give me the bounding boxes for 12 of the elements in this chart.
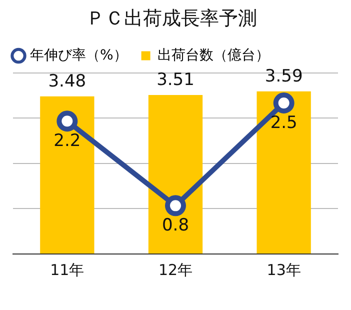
data-label: 0.8	[162, 216, 190, 236]
data-label: 3.48	[48, 71, 86, 92]
x-tick-label: 11年	[50, 260, 84, 279]
data-label: 2.2	[54, 131, 81, 152]
legend-label: 年伸び率（%）	[30, 47, 128, 64]
chart-title: ＰＣ出荷成長率予測	[86, 7, 257, 30]
legend-label: 出荷台数（億台）	[157, 47, 270, 64]
data-label: 2.5	[270, 112, 298, 133]
data-label: 3.59	[264, 66, 303, 86]
x-tick-label: 13年	[266, 260, 301, 279]
data-label: 3.51	[156, 70, 194, 90]
x-tick-label: 12年	[158, 260, 193, 279]
